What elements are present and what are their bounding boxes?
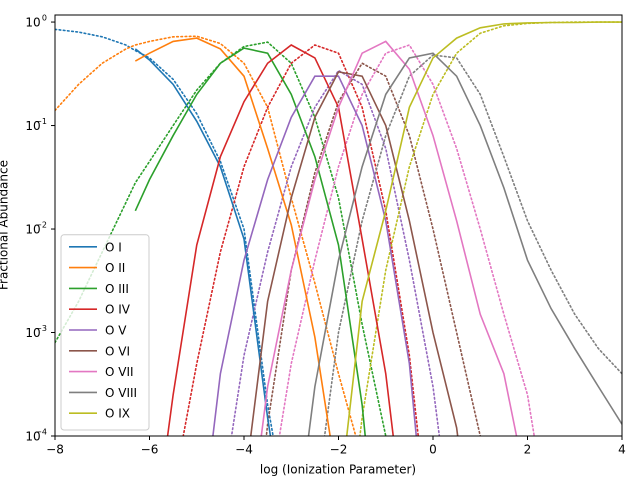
dotted-line — [230, 69, 441, 436]
x-tick-label: −8 — [46, 443, 64, 457]
y-tick-exponent: −1 — [35, 117, 47, 126]
legend-label: O IV — [105, 303, 131, 317]
line — [166, 44, 395, 436]
line — [212, 75, 418, 436]
line — [260, 40, 518, 436]
x-tick-label: 4 — [618, 443, 626, 457]
line — [345, 21, 622, 436]
x-tick-label: −2 — [330, 443, 348, 457]
dotted-line — [323, 54, 622, 436]
line — [134, 37, 331, 436]
x-tick-label: 0 — [429, 443, 437, 457]
line — [134, 48, 272, 436]
legend-label: O I — [105, 240, 122, 254]
legend-label: O III — [105, 282, 129, 296]
dotted-line — [265, 62, 482, 436]
dotted-line — [182, 44, 420, 436]
legend-label: O IX — [105, 407, 130, 421]
plot-area — [55, 21, 622, 436]
y-tick-label: 10 — [25, 119, 40, 133]
y-tick-label: 10 — [25, 223, 40, 237]
x-axis-label: log (Ionization Parameter) — [260, 463, 416, 477]
line — [307, 52, 622, 436]
x-tick-label: 2 — [524, 443, 532, 457]
y-tick-exponent: −2 — [35, 221, 47, 230]
legend-label: O V — [105, 324, 127, 338]
dotted-line — [278, 44, 536, 436]
dotted-line — [55, 35, 357, 436]
y-tick-label: 10 — [25, 16, 40, 30]
y-tick-label: 10 — [25, 326, 40, 340]
legend-label: O VII — [105, 365, 134, 379]
line — [134, 47, 367, 436]
dotted-line — [55, 28, 274, 436]
legend-label: O VIII — [105, 386, 137, 400]
dotted-line — [55, 41, 387, 436]
line — [249, 70, 459, 436]
legend-box — [60, 234, 150, 431]
y-tick-exponent: 0 — [42, 14, 47, 23]
x-tick-label: −6 — [141, 443, 159, 457]
x-tick-label: −4 — [235, 443, 253, 457]
legend-label: O VI — [105, 344, 130, 358]
y-tick-exponent: −3 — [35, 324, 47, 333]
y-tick-exponent: −4 — [35, 428, 47, 437]
legend-label: O II — [105, 261, 125, 275]
y-axis-label: Fractional Abundance — [0, 160, 11, 290]
y-tick-label: 10 — [25, 430, 40, 444]
